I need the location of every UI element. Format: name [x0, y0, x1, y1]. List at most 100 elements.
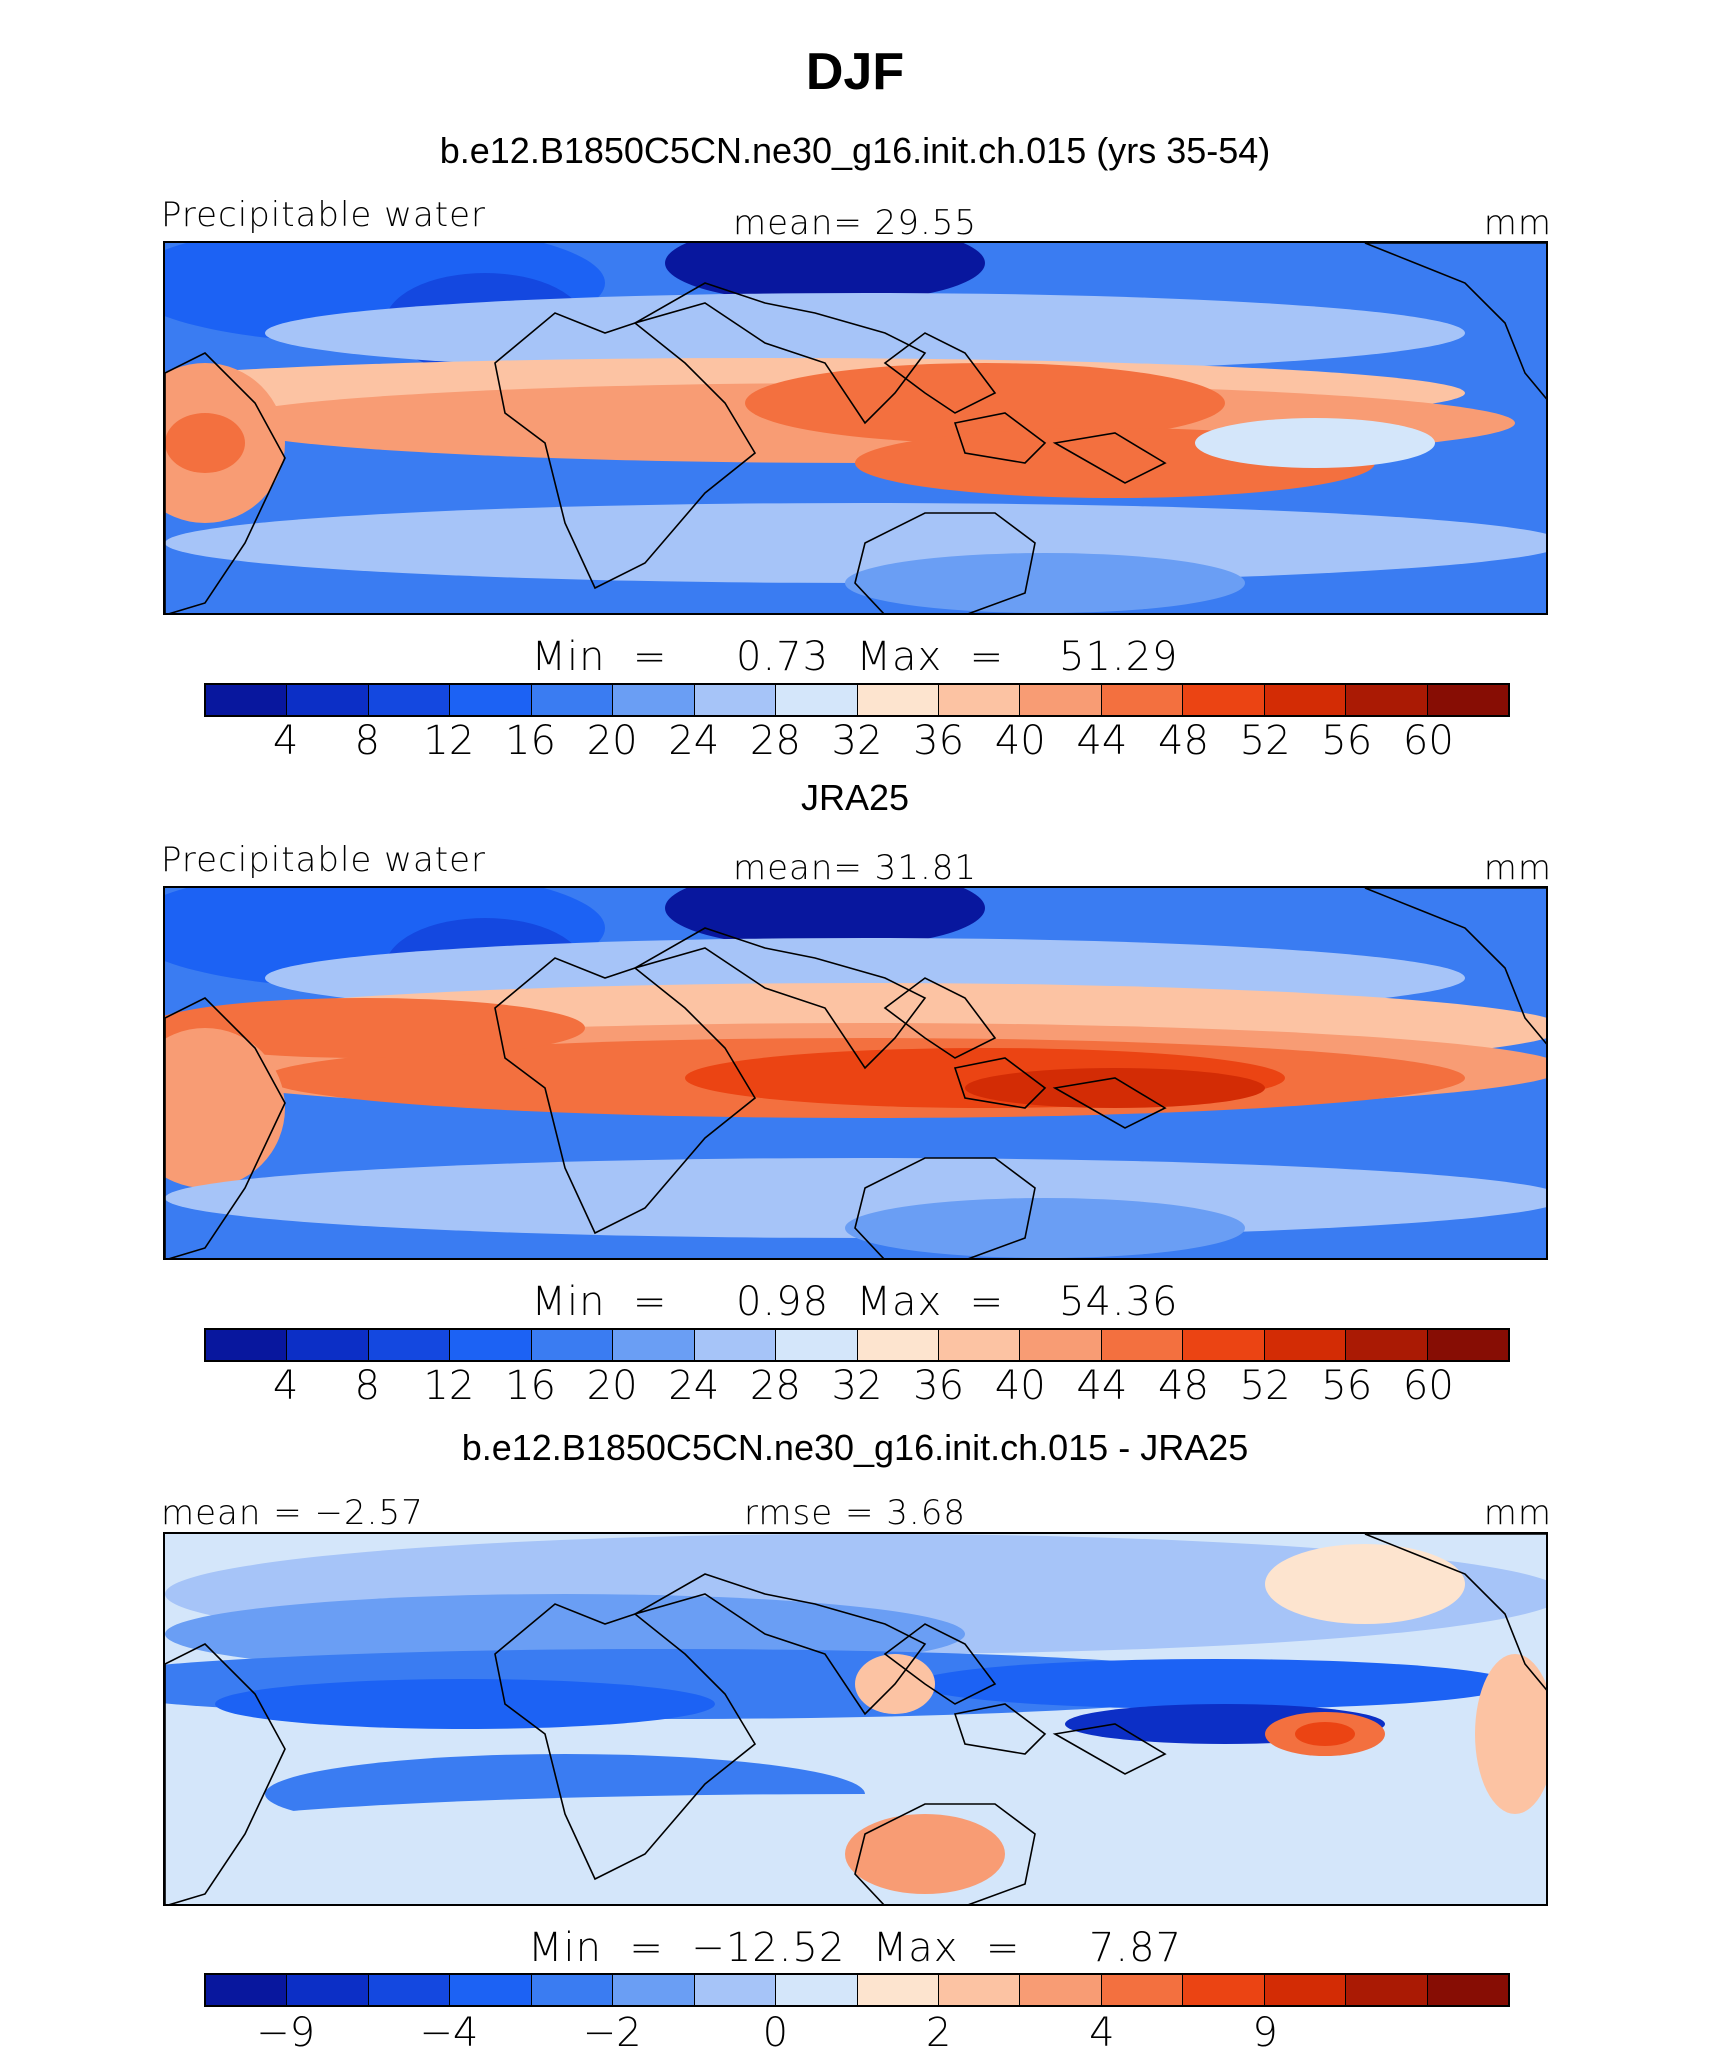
panel-2-colorbar [204, 1328, 1510, 1362]
colorbar-tick-label: 8 [354, 1363, 380, 1409]
colorbar-tick-label: 36 [913, 1363, 965, 1409]
colorbar-swatch [531, 685, 614, 715]
colorbar-swatch [1427, 1975, 1508, 2005]
colorbar-tick-label: 40 [994, 718, 1046, 764]
panel-1-minmax: Min = 0.73 Max = 51.29 [531, 634, 1179, 680]
coastline [854, 1157, 1036, 1258]
colorbar-swatch [1101, 1330, 1184, 1360]
colorbar-swatch [857, 1330, 939, 1360]
colorbar-swatch [206, 1975, 288, 2005]
contour-region [1265, 1544, 1465, 1624]
panel-3-minmax: Min = −12.52 Max = 7.87 [527, 1925, 1183, 1971]
colorbar-swatch [1264, 1330, 1347, 1360]
colorbar-tick-label: 12 [423, 1363, 475, 1409]
colorbar-tick-label: 48 [1158, 1363, 1209, 1409]
colorbar-tick-label: 52 [1239, 718, 1291, 764]
colorbar-tick-label: 48 [1158, 718, 1209, 764]
contour-region [845, 553, 1245, 613]
panel-3-rmse-label: rmse = 3.68 [744, 1493, 966, 1533]
colorbar-tick-label: 60 [1402, 1363, 1454, 1409]
colorbar-swatch [450, 1975, 532, 2005]
colorbar-swatch [1183, 685, 1265, 715]
coastline [1364, 1534, 1546, 1691]
colorbar-tick-label: 24 [668, 1363, 720, 1409]
panel-1-colorbar-ticks: 4 8 12 16 20 24 28 32 36 40 44 48 52 56 60 [204, 718, 1510, 764]
colorbar-swatch [776, 1330, 858, 1360]
contour-region [915, 1659, 1515, 1709]
coastline [1052, 1077, 1167, 1129]
contour-region [265, 293, 1465, 373]
coastline [953, 1703, 1047, 1755]
colorbar-swatch [694, 1330, 777, 1360]
colorbar-swatch [857, 1975, 939, 2005]
figure-title: DJF [805, 43, 905, 101]
colorbar-tick-label: 12 [423, 718, 475, 764]
colorbar-swatch [531, 1330, 614, 1360]
colorbar-swatch [776, 1975, 858, 2005]
colorbar-tick-label: 56 [1321, 718, 1373, 764]
contour-region [165, 1794, 1546, 1874]
coastline [854, 512, 1036, 613]
colorbar-tick-label: 44 [1076, 718, 1128, 764]
colorbar-tick-label: 40 [994, 1363, 1046, 1409]
colorbar-tick-label: 56 [1321, 1363, 1373, 1409]
coastline [883, 977, 997, 1059]
colorbar-tick-label: 8 [354, 718, 380, 764]
colorbar-swatch [287, 685, 369, 715]
colorbar-swatch [1346, 685, 1428, 715]
colorbar-swatch [1183, 1330, 1265, 1360]
contour-region [665, 888, 985, 948]
coastline [1052, 1723, 1167, 1775]
contour-region [215, 1679, 715, 1729]
colorbar-swatch [938, 685, 1021, 715]
colorbar-tick-label: 28 [749, 1363, 801, 1409]
contour-region [1295, 1722, 1355, 1746]
contour-region [1195, 418, 1435, 468]
contour-region [165, 503, 1546, 583]
colorbar-tick-label: 52 [1239, 1363, 1291, 1409]
colorbar-swatch [694, 1975, 777, 2005]
colorbar-swatch [1020, 1330, 1102, 1360]
colorbar-swatch [776, 685, 858, 715]
coastline [634, 1573, 927, 1716]
coastline [1052, 432, 1167, 484]
panel-2-colorbar-ticks: 4 8 12 16 20 24 28 32 36 40 44 48 52 56 60 [204, 1363, 1510, 1409]
coastline [165, 352, 286, 613]
panel-3-map [163, 1532, 1548, 1906]
panel-3-units-label: mm [1483, 1493, 1552, 1533]
colorbar-swatch [1346, 1330, 1428, 1360]
colorbar-swatch [1264, 685, 1347, 715]
colorbar-swatch [1101, 1975, 1184, 2005]
colorbar-swatch [450, 685, 532, 715]
colorbar-tick-label: 24 [668, 718, 720, 764]
coastline [494, 312, 757, 590]
colorbar-tick-label: 32 [831, 1363, 883, 1409]
coastline [953, 1057, 1047, 1109]
panel-3-colorbar-ticks: −9 −4 −2 0 2 4 9 [204, 2010, 1510, 2056]
panel-2-minmax: Min = 0.98 Max = 54.36 [531, 1279, 1179, 1325]
coastline [494, 957, 757, 1235]
colorbar-tick-label: 20 [586, 1363, 638, 1409]
panel-2-mean-label: mean= 31.81 [732, 848, 978, 888]
colorbar-swatch [1264, 1975, 1347, 2005]
panel-3-mean-label: mean = −2.57 [161, 1493, 424, 1533]
colorbar-tick-label: 4 [272, 718, 299, 764]
coastline [494, 1603, 757, 1881]
panel-3-title: b.e12.B1850C5CN.ne30_g16.init.ch.015 - J… [461, 1427, 1249, 1468]
colorbar-swatch [613, 685, 695, 715]
colorbar-tick-label: 28 [749, 718, 801, 764]
panel-3-colorbar [204, 1973, 1510, 2007]
coastline [165, 1643, 286, 1904]
colorbar-tick-label: 44 [1076, 1363, 1128, 1409]
colorbar-tick-label: 9 [1252, 2010, 1278, 2056]
colorbar-swatch [368, 1975, 451, 2005]
panel-1-units-label: mm [1483, 203, 1552, 243]
coastline [1364, 243, 1546, 400]
colorbar-swatch [450, 1330, 532, 1360]
colorbar-tick-label: 32 [831, 718, 883, 764]
contour-region [165, 413, 245, 473]
colorbar-tick-label: 16 [505, 718, 556, 764]
contour-region [845, 1198, 1245, 1258]
coastline [953, 412, 1047, 464]
coastline [854, 1803, 1036, 1904]
